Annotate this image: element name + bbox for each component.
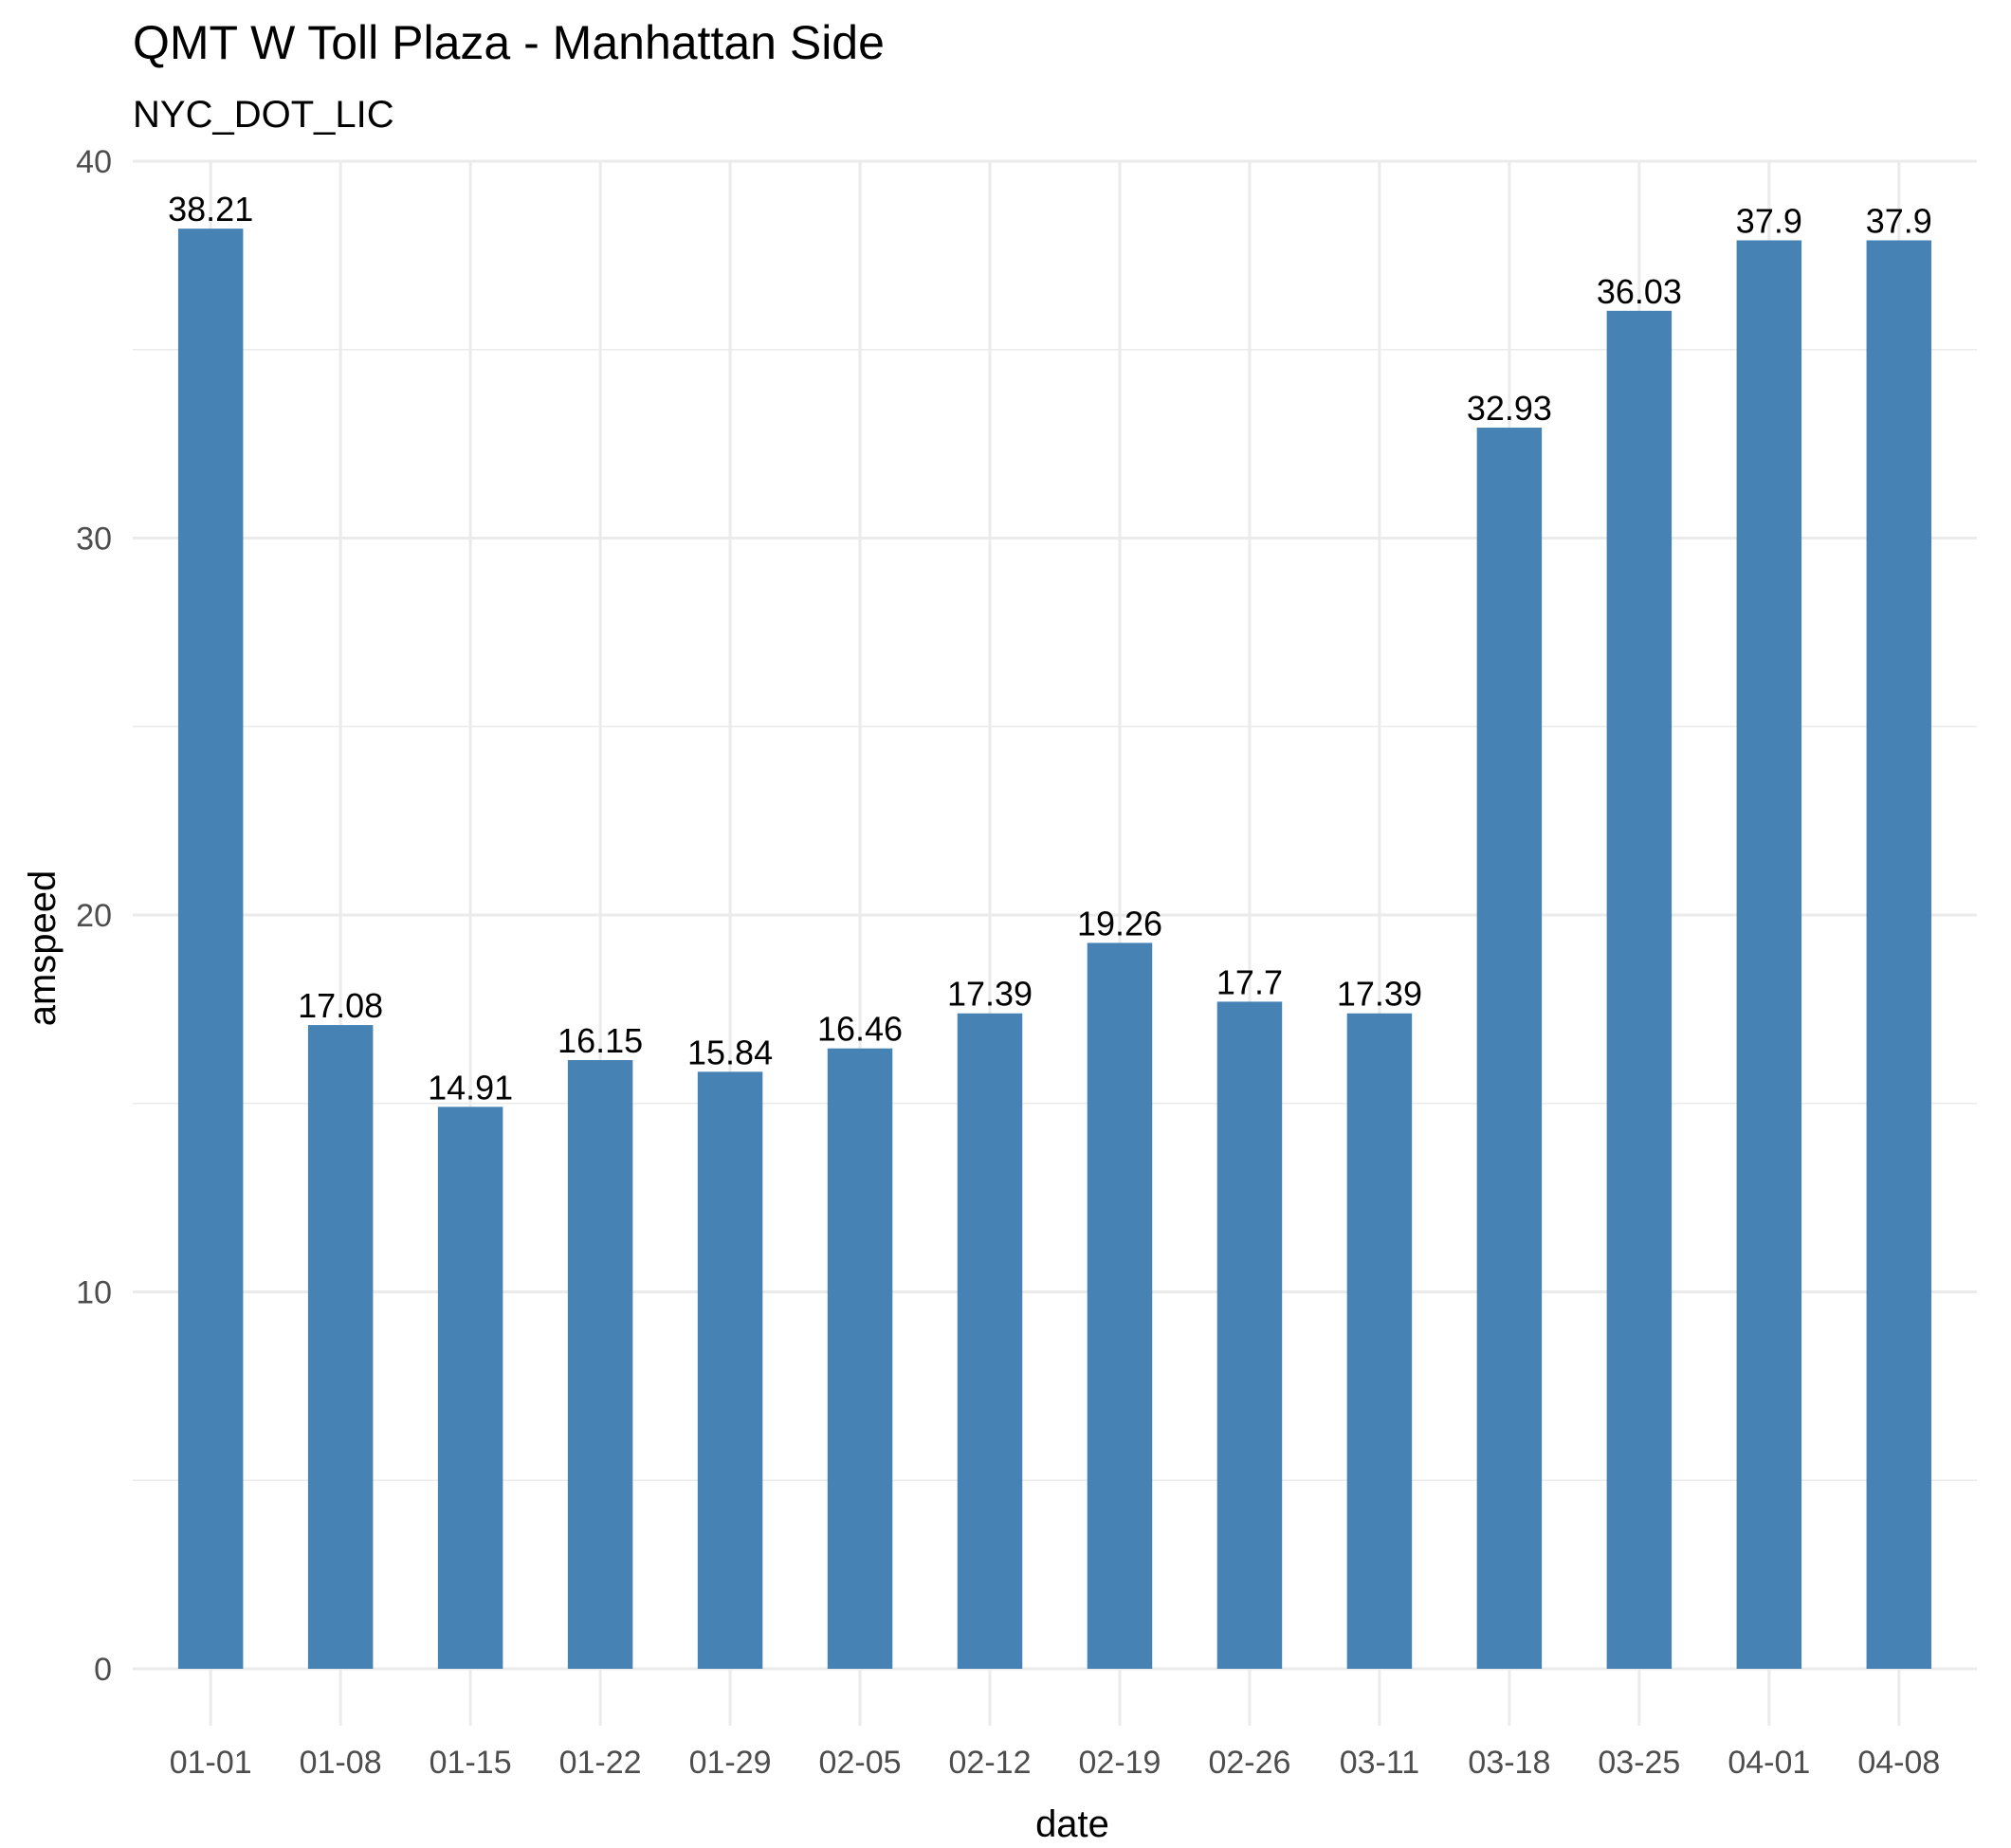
data-label: 14.91 — [428, 1068, 513, 1107]
data-label: 37.9 — [1866, 201, 1932, 240]
data-label: 32.93 — [1467, 389, 1552, 428]
x-tick-label: 02-12 — [949, 1745, 1032, 1781]
bar-02-12 — [957, 1013, 1023, 1669]
bar-03-18 — [1476, 428, 1543, 1670]
data-labels: 38.21 17.08 14.91 16.15 15.84 16.46 17.39 19.26… — [168, 190, 1932, 1107]
y-tick-labels: 0 10 20 30 40 — [76, 144, 112, 1688]
data-label: 15.84 — [687, 1033, 773, 1071]
bar-01-15 — [437, 1107, 503, 1669]
y-tick-label: 20 — [76, 898, 112, 934]
data-label: 17.7 — [1216, 962, 1283, 1001]
x-tick-label: 03-11 — [1340, 1745, 1419, 1781]
bar-02-26 — [1216, 1001, 1283, 1669]
x-tick-label: 01-22 — [559, 1745, 642, 1781]
bar-02-19 — [1087, 942, 1153, 1669]
x-tick-label: 02-05 — [819, 1745, 902, 1781]
x-tick-label: 01-15 — [430, 1745, 512, 1781]
y-axis-title: amspeed — [22, 870, 64, 1027]
x-tick-label: 04-08 — [1857, 1745, 1940, 1781]
data-label: 17.39 — [947, 975, 1033, 1014]
data-label: 36.03 — [1597, 272, 1682, 311]
chart-subtitle: NYC_DOT_LIC — [133, 94, 394, 136]
y-tick-label: 0 — [94, 1652, 112, 1688]
bars — [177, 229, 1932, 1670]
x-tick-label: 02-19 — [1079, 1745, 1161, 1781]
bar-01-01 — [177, 229, 244, 1670]
y-tick-label: 10 — [76, 1275, 112, 1311]
bar-03-11 — [1346, 1013, 1413, 1669]
data-label: 16.46 — [817, 1010, 903, 1049]
bar-01-22 — [567, 1060, 633, 1669]
data-label: 16.15 — [558, 1021, 643, 1060]
chart-title: QMT W Toll Plaza - Manhattan Side — [133, 16, 885, 69]
bar-03-25 — [1606, 310, 1673, 1669]
x-tick-label: 01-08 — [300, 1745, 382, 1781]
x-tick-label: 04-01 — [1728, 1745, 1810, 1781]
y-tick-label: 40 — [76, 144, 112, 180]
data-label: 37.9 — [1736, 201, 1802, 240]
data-label: 17.08 — [298, 986, 383, 1025]
x-axis-title: date — [1035, 1803, 1109, 1845]
data-label: 19.26 — [1077, 904, 1162, 942]
data-label: 17.39 — [1337, 975, 1422, 1014]
bar-02-05 — [827, 1048, 893, 1669]
data-label: 38.21 — [168, 190, 253, 229]
bar-04-01 — [1736, 240, 1802, 1670]
x-tick-label: 02-26 — [1208, 1745, 1290, 1781]
bar-01-08 — [307, 1025, 374, 1669]
bar-04-08 — [1866, 240, 1932, 1670]
x-tick-labels: 01-01 01-08 01-15 01-22 01-29 02-05 02-12 02-19… — [170, 1745, 1941, 1781]
grid — [133, 159, 1977, 1726]
x-tick-label: 03-25 — [1598, 1745, 1680, 1781]
x-tick-label: 01-29 — [689, 1745, 772, 1781]
x-tick-label: 03-18 — [1468, 1745, 1550, 1781]
y-tick-label: 30 — [76, 521, 112, 558]
x-tick-label: 01-01 — [170, 1745, 252, 1781]
bar-01-29 — [697, 1071, 763, 1669]
